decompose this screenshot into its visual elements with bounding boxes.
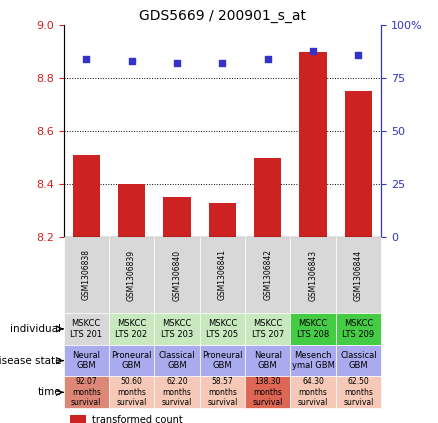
Bar [290, 237, 336, 313]
Point [264, 56, 271, 63]
Text: Mesench
ymal GBM: Mesench ymal GBM [292, 351, 335, 370]
Bar [290, 376, 336, 408]
Text: Proneural
GBM: Proneural GBM [111, 351, 152, 370]
Point [219, 60, 226, 67]
Bar [245, 345, 290, 376]
Bar [245, 313, 290, 345]
Bar [200, 237, 245, 313]
Text: Neural
GBM: Neural GBM [254, 351, 282, 370]
Text: 50.60
months
survival: 50.60 months survival [117, 377, 147, 407]
Bar [64, 376, 109, 408]
Bar [109, 345, 154, 376]
Text: GSM1306844: GSM1306844 [354, 250, 363, 300]
Point [310, 47, 317, 54]
Text: 138.30
months
survival: 138.30 months survival [252, 377, 283, 407]
Bar [200, 376, 245, 408]
Bar [118, 184, 145, 237]
Text: disease state: disease state [0, 356, 61, 365]
Text: GSM1306841: GSM1306841 [218, 250, 227, 300]
Point [355, 52, 362, 58]
Bar [64, 237, 109, 313]
Text: 92.07
months
survival: 92.07 months survival [71, 377, 101, 407]
Bar [109, 237, 154, 313]
Bar [200, 313, 245, 345]
Bar [64, 345, 109, 376]
Text: MSKCC
LTS 205: MSKCC LTS 205 [206, 319, 238, 338]
Text: Classical
GBM: Classical GBM [340, 351, 377, 370]
Bar [290, 313, 336, 345]
Bar [336, 237, 381, 313]
Title: GDS5669 / 200901_s_at: GDS5669 / 200901_s_at [139, 9, 306, 23]
Text: 62.20
months
survival: 62.20 months survival [162, 377, 192, 407]
Bar [154, 376, 200, 408]
Point [128, 58, 135, 65]
Bar [200, 345, 245, 376]
Text: 62.50
months
survival: 62.50 months survival [343, 377, 374, 407]
Text: MSKCC
LTS 207: MSKCC LTS 207 [251, 319, 284, 338]
Text: 58.57
months
survival: 58.57 months survival [207, 377, 237, 407]
Text: MSKCC
LTS 201: MSKCC LTS 201 [70, 319, 102, 338]
Text: MSKCC
LTS 203: MSKCC LTS 203 [161, 319, 193, 338]
Text: MSKCC
LTS 202: MSKCC LTS 202 [116, 319, 148, 338]
Bar [336, 313, 381, 345]
Bar [245, 237, 290, 313]
Text: GSM1306842: GSM1306842 [263, 250, 272, 300]
Text: MSKCC
LTS 209: MSKCC LTS 209 [343, 319, 374, 338]
Text: MSKCC
LTS 208: MSKCC LTS 208 [297, 319, 329, 338]
Point [83, 56, 90, 63]
Text: Neural
GBM: Neural GBM [72, 351, 100, 370]
Bar [345, 91, 372, 237]
Text: GSM1306840: GSM1306840 [173, 250, 181, 300]
Text: time: time [38, 387, 61, 397]
Text: GSM1306839: GSM1306839 [127, 250, 136, 300]
Text: 64.30
months
survival: 64.30 months survival [298, 377, 328, 407]
Bar [73, 155, 100, 237]
Bar [336, 345, 381, 376]
Bar [208, 203, 236, 237]
Bar [290, 345, 336, 376]
Bar [70, 415, 86, 423]
Bar [109, 313, 154, 345]
Bar [300, 52, 327, 237]
Bar [154, 345, 200, 376]
Text: GSM1306838: GSM1306838 [82, 250, 91, 300]
Bar [254, 157, 281, 237]
Bar [64, 313, 109, 345]
Bar [245, 376, 290, 408]
Text: Proneural
GBM: Proneural GBM [202, 351, 243, 370]
Text: transformed count: transformed count [92, 415, 183, 423]
Text: GSM1306843: GSM1306843 [308, 250, 318, 300]
Bar [154, 237, 200, 313]
Point [173, 60, 180, 67]
Text: Classical
GBM: Classical GBM [159, 351, 195, 370]
Bar [163, 197, 191, 237]
Bar [109, 376, 154, 408]
Text: individual: individual [11, 324, 61, 334]
Bar [154, 313, 200, 345]
Bar [336, 376, 381, 408]
